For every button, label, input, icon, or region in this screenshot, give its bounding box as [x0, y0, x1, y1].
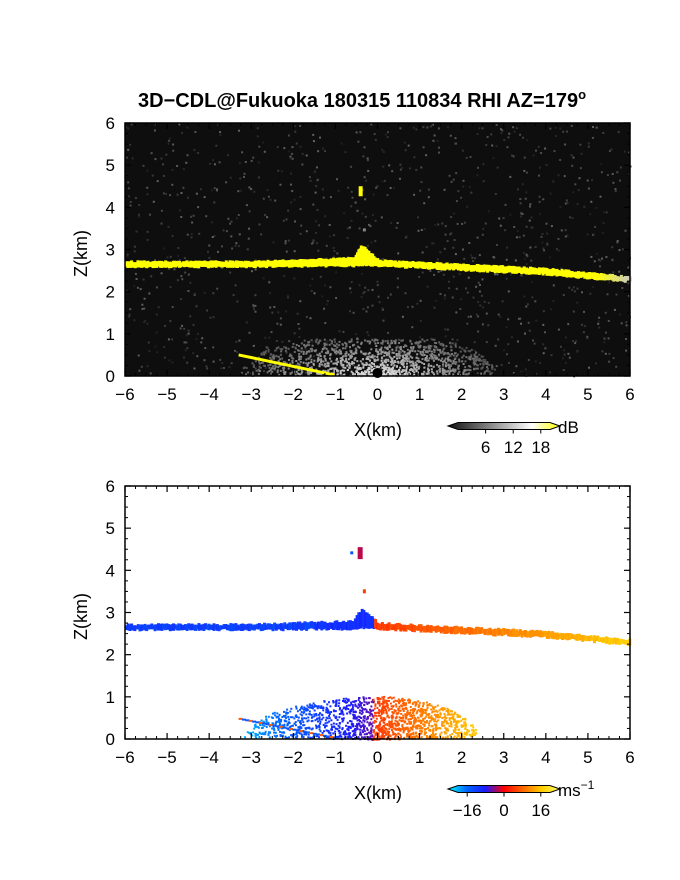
- x-tick-label: −6: [115, 385, 134, 404]
- y-tick-label: 5: [106, 519, 115, 538]
- colorbar: −16 0 16 ms−1: [446, 778, 595, 820]
- isolated-echo: [362, 228, 366, 232]
- axes: −6 −5 −4 −3 −2 −1 0 1 2 3 4 5 6 0 1 2 3 4 5 6 X(km) Z(km): [71, 114, 635, 440]
- y-tick-label: 5: [106, 156, 115, 175]
- x-axis-label: X(km): [354, 783, 402, 803]
- y-tick-label: 1: [106, 688, 115, 707]
- x-axis-label: X(km): [354, 420, 402, 440]
- x-tick-label: −3: [242, 748, 261, 767]
- x-tick-label: 2: [457, 748, 466, 767]
- x-tick-label: −5: [157, 385, 176, 404]
- y-axis-label: Z(km): [71, 230, 91, 277]
- colorbar-unit: dB: [558, 418, 579, 437]
- x-tick-label: 6: [625, 748, 634, 767]
- y-tick-label: 4: [106, 561, 115, 580]
- x-tick-label: 4: [541, 748, 550, 767]
- figure-title: 3D−CDL@Fukuoka 180315 110834 RHI AZ=179o: [138, 87, 586, 112]
- colorbar-unit-base: dB: [558, 418, 579, 437]
- x-tick-label: −4: [199, 385, 218, 404]
- boundary-layer-velocity: [238, 695, 478, 741]
- isolated-echo: [350, 551, 354, 555]
- x-tick-label: 5: [583, 385, 592, 404]
- x-tick-label: −2: [284, 385, 303, 404]
- x-tick-label: −6: [115, 748, 134, 767]
- y-tick-label: 3: [106, 241, 115, 260]
- colorbar-tick-label: 0: [499, 801, 508, 820]
- figure-title-main: 3D−CDL@Fukuoka 180315 110834 RHI AZ=179: [138, 90, 578, 112]
- x-tick-label: 1: [415, 748, 424, 767]
- axes: −6 −5 −4 −3 −2 −1 0 1 2 3 4 5 6 0 1 2 3 4 5 6 X(km) Z(km): [71, 477, 635, 803]
- x-tick-label: −4: [199, 748, 218, 767]
- colorbar-unit-base: ms: [558, 781, 581, 800]
- colorbar-scale: [446, 422, 562, 430]
- x-tick-label: 4: [541, 385, 550, 404]
- y-tick-label: 0: [106, 367, 115, 386]
- x-tick-label: −2: [284, 748, 303, 767]
- data-field: [125, 547, 632, 741]
- x-tick-label: 3: [499, 385, 508, 404]
- x-tick-label: 0: [373, 385, 382, 404]
- surface-echo: [238, 353, 336, 377]
- y-axis-label: Z(km): [71, 593, 91, 640]
- colorbar-unit: ms−1: [558, 778, 595, 800]
- isolated-echo: [362, 589, 366, 594]
- colorbar-tick-label: 6: [481, 438, 490, 457]
- x-tick-label: 6: [625, 385, 634, 404]
- x-tick-label: 0: [373, 748, 382, 767]
- figure-title-superscript: o: [578, 87, 586, 102]
- y-tick-label: 4: [106, 198, 115, 217]
- colorbar-tick-label: 12: [504, 438, 523, 457]
- colorbar: 6 12 18 dB: [446, 418, 579, 457]
- x-tick-label: −5: [157, 748, 176, 767]
- x-tick-label: 2: [457, 385, 466, 404]
- data-field: [125, 123, 632, 378]
- y-tick-label: 0: [106, 730, 115, 749]
- colorbar-tick-label: 18: [531, 438, 550, 457]
- velocity-panel: −6 −5 −4 −3 −2 −1 0 1 2 3 4 5 6 0 1 2 3 4 5 6 X(km) Z(km) −16 0…: [71, 477, 635, 820]
- y-tick-label: 6: [106, 477, 115, 496]
- y-tick-label: 1: [106, 325, 115, 344]
- cloud-layer-velocity: [125, 608, 632, 646]
- plot-background: [125, 123, 630, 376]
- noise-speckle: [125, 123, 632, 378]
- colorbar-scale: [446, 785, 562, 793]
- y-tick-label: 2: [106, 283, 115, 302]
- x-tick-label: 5: [583, 748, 592, 767]
- isolated-echo: [358, 186, 363, 197]
- y-tick-label: 3: [106, 604, 115, 623]
- y-tick-label: 6: [106, 114, 115, 133]
- x-tick-label: 1: [415, 385, 424, 404]
- x-tick-label: −1: [326, 385, 345, 404]
- colorbar-tick-label: 16: [531, 801, 550, 820]
- x-tick-label: −1: [326, 748, 345, 767]
- x-tick-label: 3: [499, 748, 508, 767]
- isolated-echo: [357, 547, 363, 560]
- y-tick-label: 2: [106, 646, 115, 665]
- colorbar-unit-superscript: −1: [581, 778, 595, 792]
- cloud-layer-echo: [125, 245, 632, 283]
- colorbar-tick-label: −16: [453, 801, 482, 820]
- x-tick-label: −3: [242, 385, 261, 404]
